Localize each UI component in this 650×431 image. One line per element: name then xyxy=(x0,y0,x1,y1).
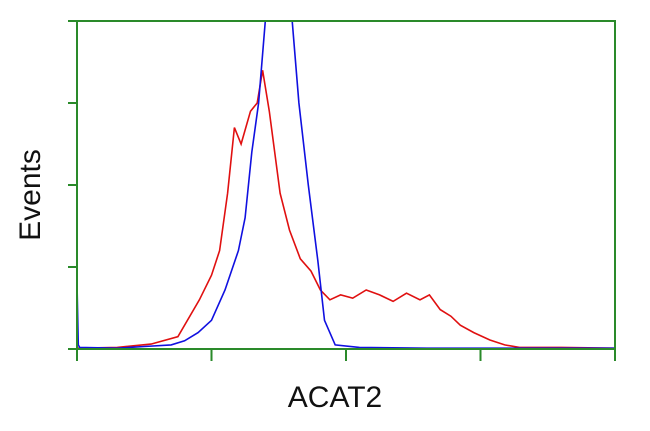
y-axis-label: Events xyxy=(14,149,47,241)
histogram-line xyxy=(77,21,615,349)
plot-frame xyxy=(76,20,616,350)
histogram-line xyxy=(77,70,615,349)
x-axis-label: ACAT2 xyxy=(288,381,382,414)
